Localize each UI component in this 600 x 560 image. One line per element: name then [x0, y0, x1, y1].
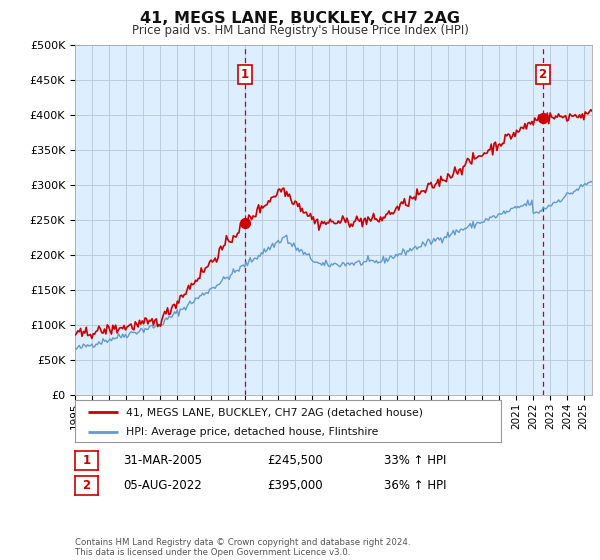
Text: HPI: Average price, detached house, Flintshire: HPI: Average price, detached house, Flin… — [126, 427, 379, 437]
Text: 05-AUG-2022: 05-AUG-2022 — [123, 479, 202, 492]
Text: 41, MEGS LANE, BUCKLEY, CH7 2AG (detached house): 41, MEGS LANE, BUCKLEY, CH7 2AG (detache… — [126, 407, 423, 417]
Text: £395,000: £395,000 — [267, 479, 323, 492]
Text: 2: 2 — [539, 68, 547, 81]
Point — [240, 218, 250, 227]
Text: 33% ↑ HPI: 33% ↑ HPI — [384, 454, 446, 467]
Text: 36% ↑ HPI: 36% ↑ HPI — [384, 479, 446, 492]
Text: £245,500: £245,500 — [267, 454, 323, 467]
Text: 2: 2 — [82, 479, 91, 492]
Text: 41, MEGS LANE, BUCKLEY, CH7 2AG: 41, MEGS LANE, BUCKLEY, CH7 2AG — [140, 11, 460, 26]
Point — [538, 114, 547, 123]
Text: 1: 1 — [241, 68, 248, 81]
Text: Contains HM Land Registry data © Crown copyright and database right 2024.
This d: Contains HM Land Registry data © Crown c… — [75, 538, 410, 557]
Text: Price paid vs. HM Land Registry's House Price Index (HPI): Price paid vs. HM Land Registry's House … — [131, 24, 469, 36]
Text: 31-MAR-2005: 31-MAR-2005 — [123, 454, 202, 467]
Text: 1: 1 — [82, 454, 91, 467]
